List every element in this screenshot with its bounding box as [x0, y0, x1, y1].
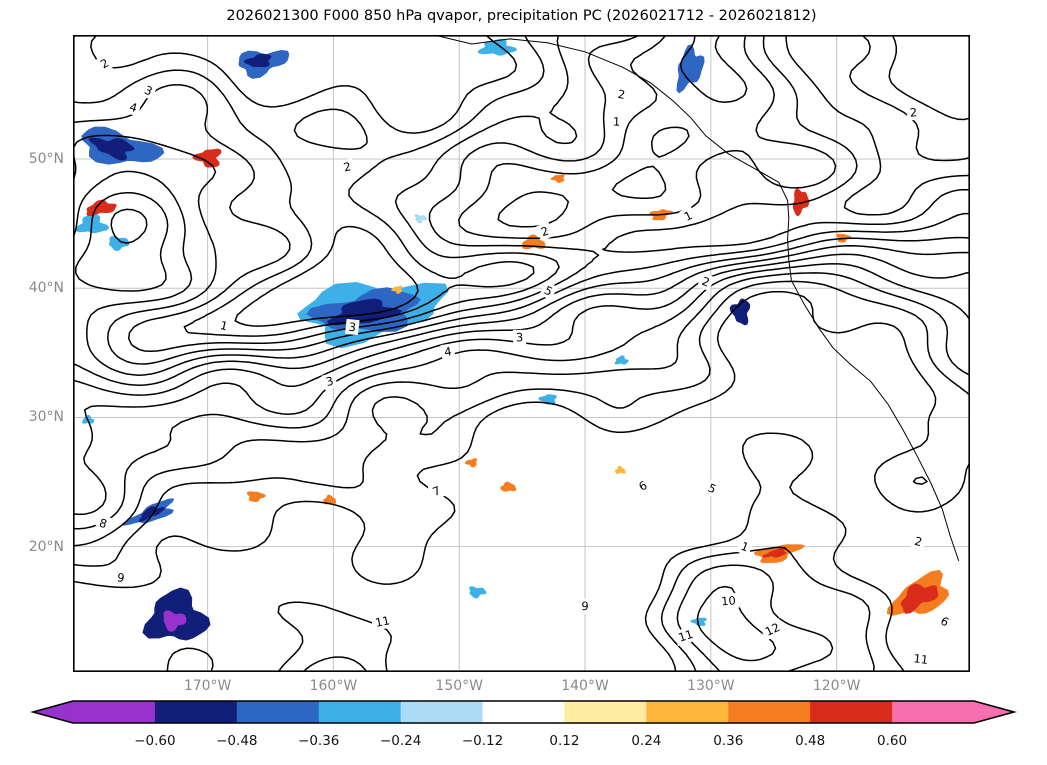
- latitude-tick-label: 40°N: [28, 280, 64, 297]
- colorbar-tick-label: −0.24: [379, 733, 422, 749]
- latitude-tick-label: 20°N: [28, 538, 64, 555]
- colorbar-under-arrow: [33, 701, 73, 723]
- svg-text:3: 3: [324, 374, 335, 389]
- svg-text:11: 11: [677, 627, 695, 645]
- svg-text:2: 2: [909, 105, 918, 120]
- longitude-tick-label: 120°W: [812, 678, 861, 694]
- latitude-tick-label: 30°N: [28, 409, 64, 426]
- contour-lines: [73, 35, 970, 672]
- svg-text:11: 11: [913, 651, 929, 667]
- colorbar-tick-label: 0.12: [549, 733, 580, 749]
- colorbar-tick-label: 0.60: [877, 733, 908, 749]
- latitude-tick-label: 50°N: [28, 151, 64, 168]
- map-border: [73, 35, 970, 672]
- svg-text:3: 3: [348, 320, 357, 335]
- longitude-tick-label: 140°W: [561, 678, 609, 694]
- longitude-tick-label: 150°W: [435, 678, 484, 694]
- colorbar: [29, 700, 1018, 724]
- svg-text:2: 2: [700, 274, 712, 290]
- svg-text:10: 10: [721, 593, 737, 608]
- svg-text:12: 12: [763, 620, 782, 639]
- svg-text:2: 2: [342, 159, 352, 174]
- svg-text:2: 2: [913, 534, 923, 549]
- colorbar-tick-label: −0.12: [461, 733, 504, 749]
- longitude-tick-label: 130°W: [687, 678, 735, 694]
- svg-text:2: 2: [617, 87, 626, 102]
- longitude-tick-label: 170°W: [183, 678, 232, 694]
- svg-text:11: 11: [374, 613, 391, 630]
- svg-text:1: 1: [739, 539, 751, 555]
- colorbar-tick-label: 0.36: [713, 733, 744, 749]
- coastline: [433, 35, 960, 562]
- colorbar-tick-label: −0.36: [298, 733, 340, 749]
- colorbar-tick-label: −0.60: [134, 733, 176, 749]
- svg-text:9: 9: [581, 599, 589, 613]
- map-background: [73, 35, 970, 672]
- svg-text:8: 8: [98, 516, 109, 532]
- svg-text:4: 4: [443, 344, 452, 359]
- svg-text:2: 2: [539, 224, 550, 240]
- colorbar-over-arrow: [974, 701, 1014, 723]
- svg-text:4: 4: [128, 100, 139, 115]
- colorbar-outline: [29, 700, 1018, 724]
- colorbar-tick-label: −0.48: [216, 733, 258, 749]
- gridlines: [73, 35, 970, 672]
- svg-text:3: 3: [516, 330, 524, 344]
- longitude-tick-label: 160°W: [309, 678, 358, 694]
- svg-text:9: 9: [116, 570, 126, 585]
- colorbar-tick-label: 0.48: [795, 733, 826, 749]
- svg-text:1: 1: [219, 318, 229, 333]
- figure-title: 2026021300 F000 850 hPa qvapor, precipit…: [226, 8, 817, 24]
- svg-text:1: 1: [613, 114, 621, 128]
- colorbar-segments: [73, 701, 975, 723]
- colorbar-tick-label: 0.24: [631, 733, 662, 749]
